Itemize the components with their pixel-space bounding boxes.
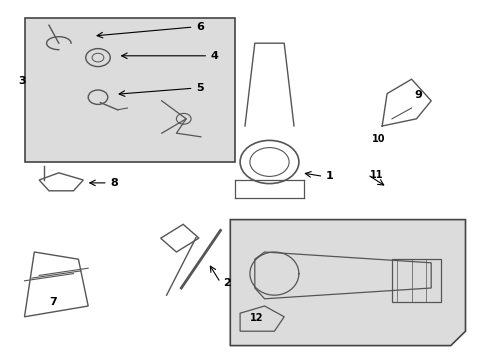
Text: 4: 4 <box>211 51 219 61</box>
Polygon shape <box>230 220 466 346</box>
Text: 11: 11 <box>370 170 384 180</box>
Text: 2: 2 <box>223 278 231 288</box>
Text: 12: 12 <box>250 312 264 323</box>
Text: 6: 6 <box>196 22 204 32</box>
Text: 9: 9 <box>414 90 422 100</box>
Text: 7: 7 <box>49 297 57 307</box>
Text: 10: 10 <box>372 134 386 144</box>
Text: 1: 1 <box>326 171 334 181</box>
Bar <box>161 224 199 252</box>
Text: 5: 5 <box>196 83 204 93</box>
Text: 3: 3 <box>19 76 26 86</box>
Bar <box>392 259 441 302</box>
Bar <box>24 18 235 162</box>
Text: 8: 8 <box>110 178 118 188</box>
